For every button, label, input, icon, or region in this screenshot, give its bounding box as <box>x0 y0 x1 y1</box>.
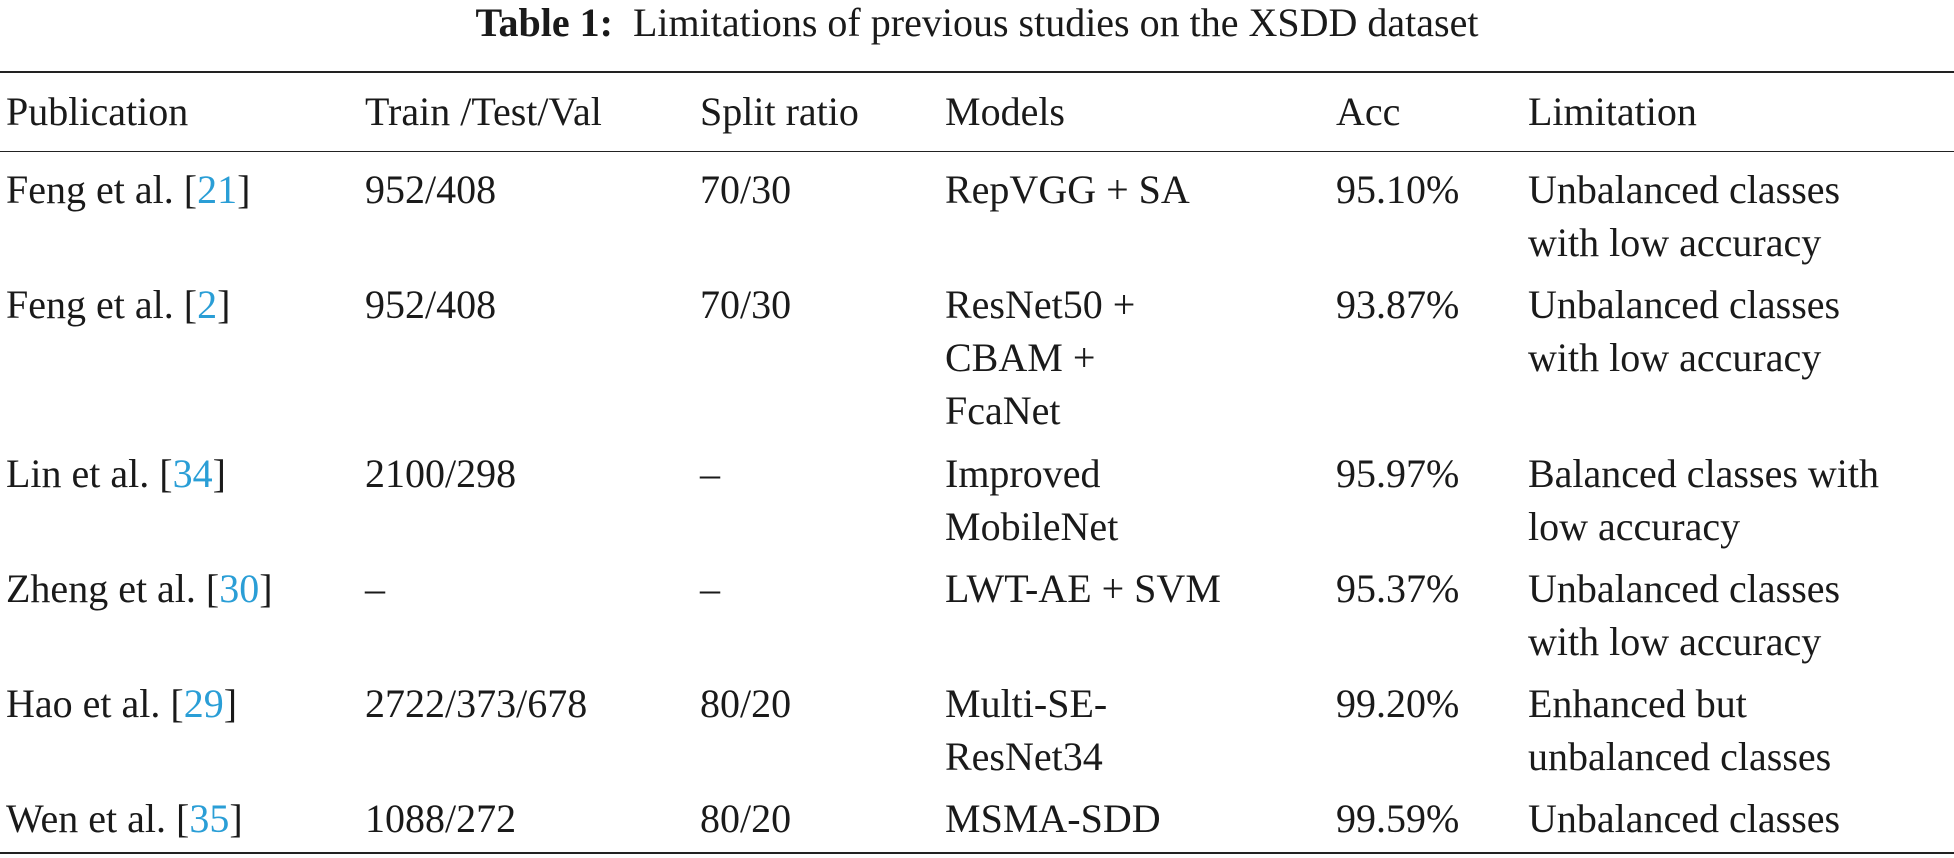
header-models: Models <box>945 89 1065 134</box>
models-cell: LWT-AE + SVM <box>945 562 1221 615</box>
citation-link[interactable]: 34 <box>172 451 213 496</box>
models-line: ResNet34 <box>945 734 1103 779</box>
models-cell: ResNet50 + CBAM + FcaNet <box>945 278 1135 437</box>
limitation-line: Unbalanced classes <box>1528 167 1841 212</box>
caption-text: Limitations of previous studies on the X… <box>633 0 1479 45</box>
bottom-rule <box>0 852 1954 854</box>
top-rule <box>0 71 1954 73</box>
citation-link[interactable]: 21 <box>197 167 238 212</box>
models-line: ResNet50 + <box>945 282 1136 327</box>
acc-cell: 93.87% <box>1336 282 1460 327</box>
ratio-cell: 80/20 <box>700 681 792 726</box>
limitation-line: Unbalanced classes <box>1528 796 1841 841</box>
header-train-test-val: Train /Test/Val <box>365 89 602 134</box>
models-line: MSMA-SDD <box>945 796 1161 841</box>
header-rule <box>0 151 1954 152</box>
models-line: MobileNet <box>945 504 1119 549</box>
publication-author: Feng et al. <box>6 167 174 212</box>
ratio-cell: 70/30 <box>700 282 792 327</box>
publication-cell: Feng et al. [21] <box>6 167 251 212</box>
ratio-cell: – <box>700 451 720 496</box>
limitation-cell: Balanced classes with low accuracy <box>1528 447 1879 553</box>
split-cell: – <box>365 566 385 611</box>
models-cell: RepVGG + SA <box>945 163 1190 216</box>
limitation-line: with low accuracy <box>1528 220 1822 265</box>
limitation-line: unbalanced classes <box>1528 734 1832 779</box>
models-line: FcaNet <box>945 388 1061 433</box>
models-cell: MSMA-SDD <box>945 792 1161 845</box>
models-cell: Improved MobileNet <box>945 447 1118 553</box>
publication-author: Zheng et al. <box>6 566 196 611</box>
limitation-cell: Enhanced but unbalanced classes <box>1528 677 1831 783</box>
publication-cell: Hao et al. [29] <box>6 681 238 726</box>
citation-link[interactable]: 29 <box>183 681 224 726</box>
models-line: Improved <box>945 451 1101 496</box>
split-cell: 952/408 <box>365 167 497 212</box>
caption-label: Table 1: <box>475 0 613 45</box>
limitation-cell: Unbalanced classes with low accuracy <box>1528 562 1840 668</box>
limitation-line: Enhanced but <box>1528 681 1747 726</box>
citation-link[interactable]: 2 <box>197 282 218 327</box>
limitation-cell: Unbalanced classes <box>1528 792 1840 845</box>
limitation-line: low accuracy <box>1528 504 1741 549</box>
acc-cell: 95.97% <box>1336 451 1460 496</box>
limitation-line: with low accuracy <box>1528 619 1822 664</box>
publication-cell: Feng et al. [2] <box>6 282 231 327</box>
models-line: RepVGG + SA <box>945 167 1190 212</box>
header-split-ratio: Split ratio <box>700 89 859 134</box>
limitation-cell: Unbalanced classes with low accuracy <box>1528 278 1840 384</box>
publication-author: Lin et al. <box>6 451 150 496</box>
split-cell: 2100/298 <box>365 451 517 496</box>
acc-cell: 99.59% <box>1336 796 1460 841</box>
ratio-cell: 80/20 <box>700 796 792 841</box>
acc-cell: 95.37% <box>1336 566 1460 611</box>
limitation-line: Unbalanced classes <box>1528 566 1841 611</box>
publication-cell: Wen et al. [35] <box>6 796 243 841</box>
acc-cell: 95.10% <box>1336 167 1460 212</box>
split-cell: 2722/373/678 <box>365 681 588 726</box>
header-limitation: Limitation <box>1528 89 1697 134</box>
split-cell: 952/408 <box>365 282 497 327</box>
header-publication: Publication <box>6 89 189 134</box>
models-cell: Multi-SE- ResNet34 <box>945 677 1107 783</box>
limitation-line: with low accuracy <box>1528 335 1822 380</box>
acc-cell: 99.20% <box>1336 681 1460 726</box>
table-caption: Table 1: Limitations of previous studies… <box>0 0 1954 46</box>
split-cell: 1088/272 <box>365 796 517 841</box>
ratio-cell: 70/30 <box>700 167 792 212</box>
citation-link[interactable]: 30 <box>219 566 260 611</box>
header-acc: Acc <box>1336 89 1401 134</box>
ratio-cell: – <box>700 566 720 611</box>
publication-author: Wen et al. <box>6 796 167 841</box>
limitation-line: Unbalanced classes <box>1528 282 1841 327</box>
publication-cell: Zheng et al. [30] <box>6 566 273 611</box>
models-line: LWT-AE + SVM <box>945 566 1221 611</box>
citation-link[interactable]: 35 <box>189 796 230 841</box>
limitation-line: Balanced classes with <box>1528 451 1879 496</box>
limitation-cell: Unbalanced classes with low accuracy <box>1528 163 1840 269</box>
publication-author: Hao et al. <box>6 681 161 726</box>
publication-author: Feng et al. <box>6 282 174 327</box>
models-line: CBAM + <box>945 335 1096 380</box>
publication-cell: Lin et al. [34] <box>6 451 226 496</box>
models-line: Multi-SE- <box>945 681 1108 726</box>
